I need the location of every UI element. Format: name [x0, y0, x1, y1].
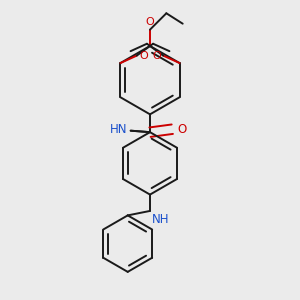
Text: HN: HN [110, 123, 128, 136]
Text: O: O [178, 123, 187, 136]
Text: O: O [139, 51, 148, 61]
Text: O: O [152, 51, 161, 61]
Text: NH: NH [152, 213, 169, 226]
Text: O: O [146, 17, 154, 27]
